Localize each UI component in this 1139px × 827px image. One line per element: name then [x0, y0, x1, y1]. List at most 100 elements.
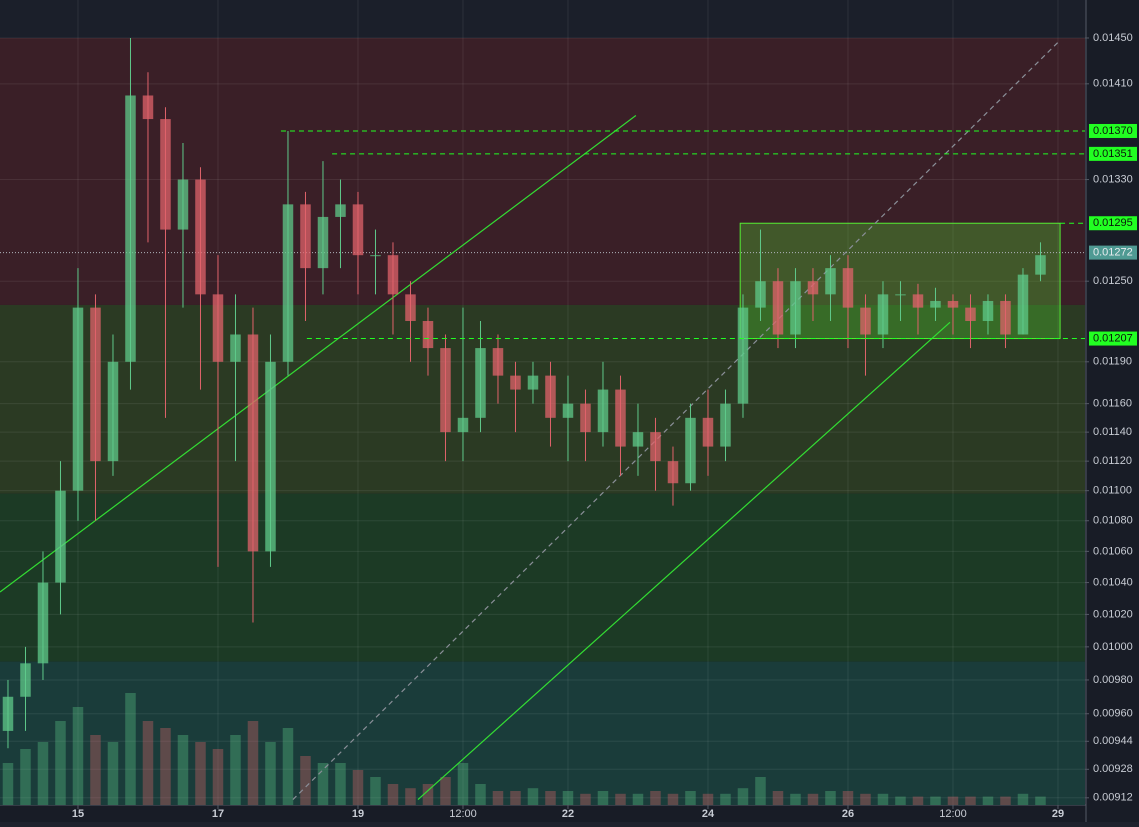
- volume-bar: [1000, 796, 1011, 805]
- volume-bar: [370, 777, 381, 805]
- y-tick-label: 0.01020: [1093, 608, 1133, 620]
- volume-bar: [352, 770, 364, 805]
- volume-bar: [1017, 793, 1029, 805]
- y-tick-label: 0.01190: [1093, 356, 1132, 368]
- volume-bar: [300, 756, 311, 805]
- volume-bar: [982, 796, 994, 805]
- candle-body: [930, 300, 941, 308]
- candle-body: [842, 268, 854, 308]
- y-tick-label: 0.01060: [1093, 545, 1133, 557]
- level-label-bg: [1089, 146, 1137, 161]
- y-tick-label: 0.00960: [1093, 708, 1133, 720]
- candle-body: [895, 294, 906, 296]
- candle-body: [422, 320, 434, 349]
- candle-body: [457, 417, 469, 433]
- last-price-label: 0.01272: [1093, 247, 1133, 259]
- volume-bar: [650, 791, 661, 805]
- volume-bar: [160, 728, 171, 805]
- y-tick-label: 0.00944: [1093, 735, 1133, 747]
- volume-bar: [842, 791, 854, 805]
- y-tick-label: 0.01160: [1093, 398, 1132, 410]
- level-label-bg: [1089, 216, 1137, 231]
- candle-body: [387, 255, 399, 295]
- x-tick-label: 24: [702, 808, 715, 820]
- volume-bar: [212, 749, 224, 805]
- candle-body: [492, 348, 504, 376]
- volume-bar: [55, 721, 66, 805]
- volume-bar: [422, 784, 434, 805]
- volume-bar: [965, 796, 976, 805]
- volume-bar: [632, 793, 644, 805]
- candle-body: [370, 255, 381, 257]
- volume-bar: [895, 796, 906, 805]
- x-tick-label: 17: [212, 808, 224, 820]
- volume-bar: [475, 784, 486, 805]
- y-tick-label: 0.01100: [1093, 485, 1132, 497]
- candle-body: [55, 490, 66, 583]
- candle-body: [72, 307, 84, 491]
- candle-body: [107, 361, 119, 462]
- volume-bar: [107, 742, 119, 805]
- candle-body: [142, 95, 154, 120]
- candle-body: [807, 281, 819, 295]
- candle-body: [160, 119, 171, 230]
- candle-body: [247, 334, 259, 552]
- candle-body: [685, 417, 696, 484]
- volume-bar: [772, 791, 784, 805]
- volume-bar: [737, 788, 749, 805]
- volume-bar: [930, 796, 941, 805]
- candle-body: [720, 403, 731, 447]
- y-tick-label: 0.01140: [1093, 426, 1132, 438]
- candle-body: [650, 432, 661, 462]
- y-tick-label: 0.01410: [1093, 78, 1133, 90]
- volume-bar: [457, 763, 469, 805]
- candle-body: [510, 375, 521, 390]
- volume-bar: [720, 793, 731, 805]
- trendline: [0, 115, 637, 593]
- volume-bar: [807, 793, 819, 805]
- level-label-bg: [1089, 331, 1137, 346]
- candle-body: [37, 582, 49, 664]
- volume-bar: [492, 791, 504, 805]
- x-tick-label: 12:00: [449, 808, 477, 820]
- volume-bar: [195, 742, 206, 805]
- x-tick-label: 15: [72, 808, 84, 820]
- candle-body: [125, 95, 136, 362]
- y-tick-label: 0.01000: [1093, 641, 1133, 653]
- candle-body: [177, 179, 189, 230]
- volume-bar: [72, 707, 84, 805]
- y-tick-label: 0.01120: [1093, 455, 1132, 467]
- y-tick-label: 0.01040: [1093, 576, 1133, 588]
- candle-body: [212, 294, 224, 362]
- volume-bar: [2, 763, 14, 805]
- candle-body: [1000, 300, 1011, 335]
- candle-body: [475, 348, 486, 418]
- volume-bar: [230, 735, 241, 805]
- volume-bar: [1035, 796, 1046, 805]
- y-tick-label: 0.01080: [1093, 515, 1133, 527]
- candle-body: [440, 348, 451, 433]
- y-tick-label: 0.01250: [1093, 275, 1133, 287]
- candle-body: [352, 204, 364, 256]
- level-label-bg: [1089, 123, 1137, 138]
- time-axis-bg: [0, 805, 1139, 822]
- volume-bar: [615, 793, 626, 805]
- volume-bar: [685, 791, 696, 805]
- last-price-bg: [1089, 245, 1137, 260]
- candle-body: [20, 663, 31, 697]
- candle-body: [580, 403, 591, 433]
- candle-body: [562, 403, 574, 418]
- candle-body: [265, 361, 276, 552]
- candle-body: [1017, 274, 1029, 335]
- candle-body: [982, 300, 994, 321]
- candle-body: [790, 281, 801, 335]
- candle-body: [632, 432, 644, 447]
- x-tick-label: 29: [1052, 808, 1064, 820]
- candle-body: [230, 334, 241, 362]
- price-axis-bg: [1086, 0, 1139, 822]
- range-box: [739, 222, 1061, 340]
- candle-body: [702, 417, 714, 447]
- candle-body: [947, 300, 959, 308]
